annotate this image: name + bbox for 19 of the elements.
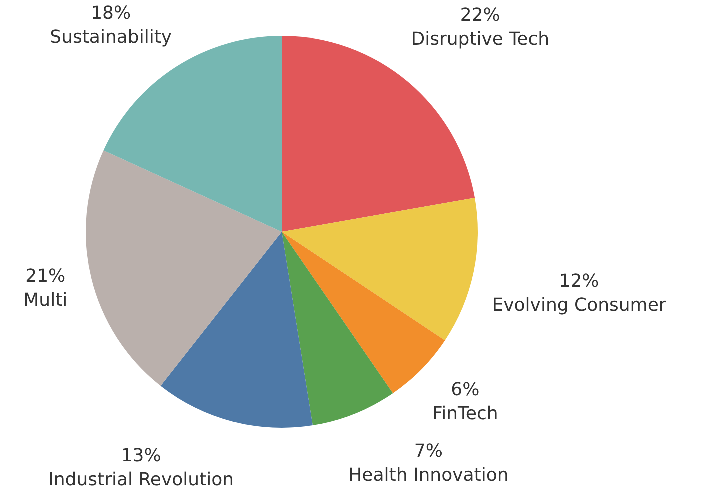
pie-slice bbox=[86, 150, 282, 386]
slice-label: Health Innovation bbox=[348, 464, 509, 486]
data-label: 21% bbox=[26, 266, 66, 288]
data-label: 22% bbox=[460, 4, 500, 26]
data-label: 7% bbox=[414, 440, 443, 462]
pie-slice bbox=[160, 232, 313, 428]
data-label: 18% bbox=[91, 3, 132, 24]
slice-label: Evolving Consumer bbox=[492, 294, 667, 316]
pie-slice bbox=[282, 232, 446, 394]
data-label: 6% bbox=[451, 380, 480, 401]
data-label: 12% bbox=[559, 270, 600, 292]
pie-slice bbox=[282, 198, 478, 341]
slice-label: FinTech bbox=[432, 404, 498, 425]
slice-label: Industrial Revolution bbox=[48, 470, 234, 491]
pie-slice bbox=[282, 232, 394, 426]
slice-label: Sustainability bbox=[50, 27, 172, 48]
data-label: 13% bbox=[121, 446, 162, 467]
slice-label: Disruptive Tech bbox=[411, 28, 550, 50]
slice-label: Multi bbox=[24, 290, 68, 312]
